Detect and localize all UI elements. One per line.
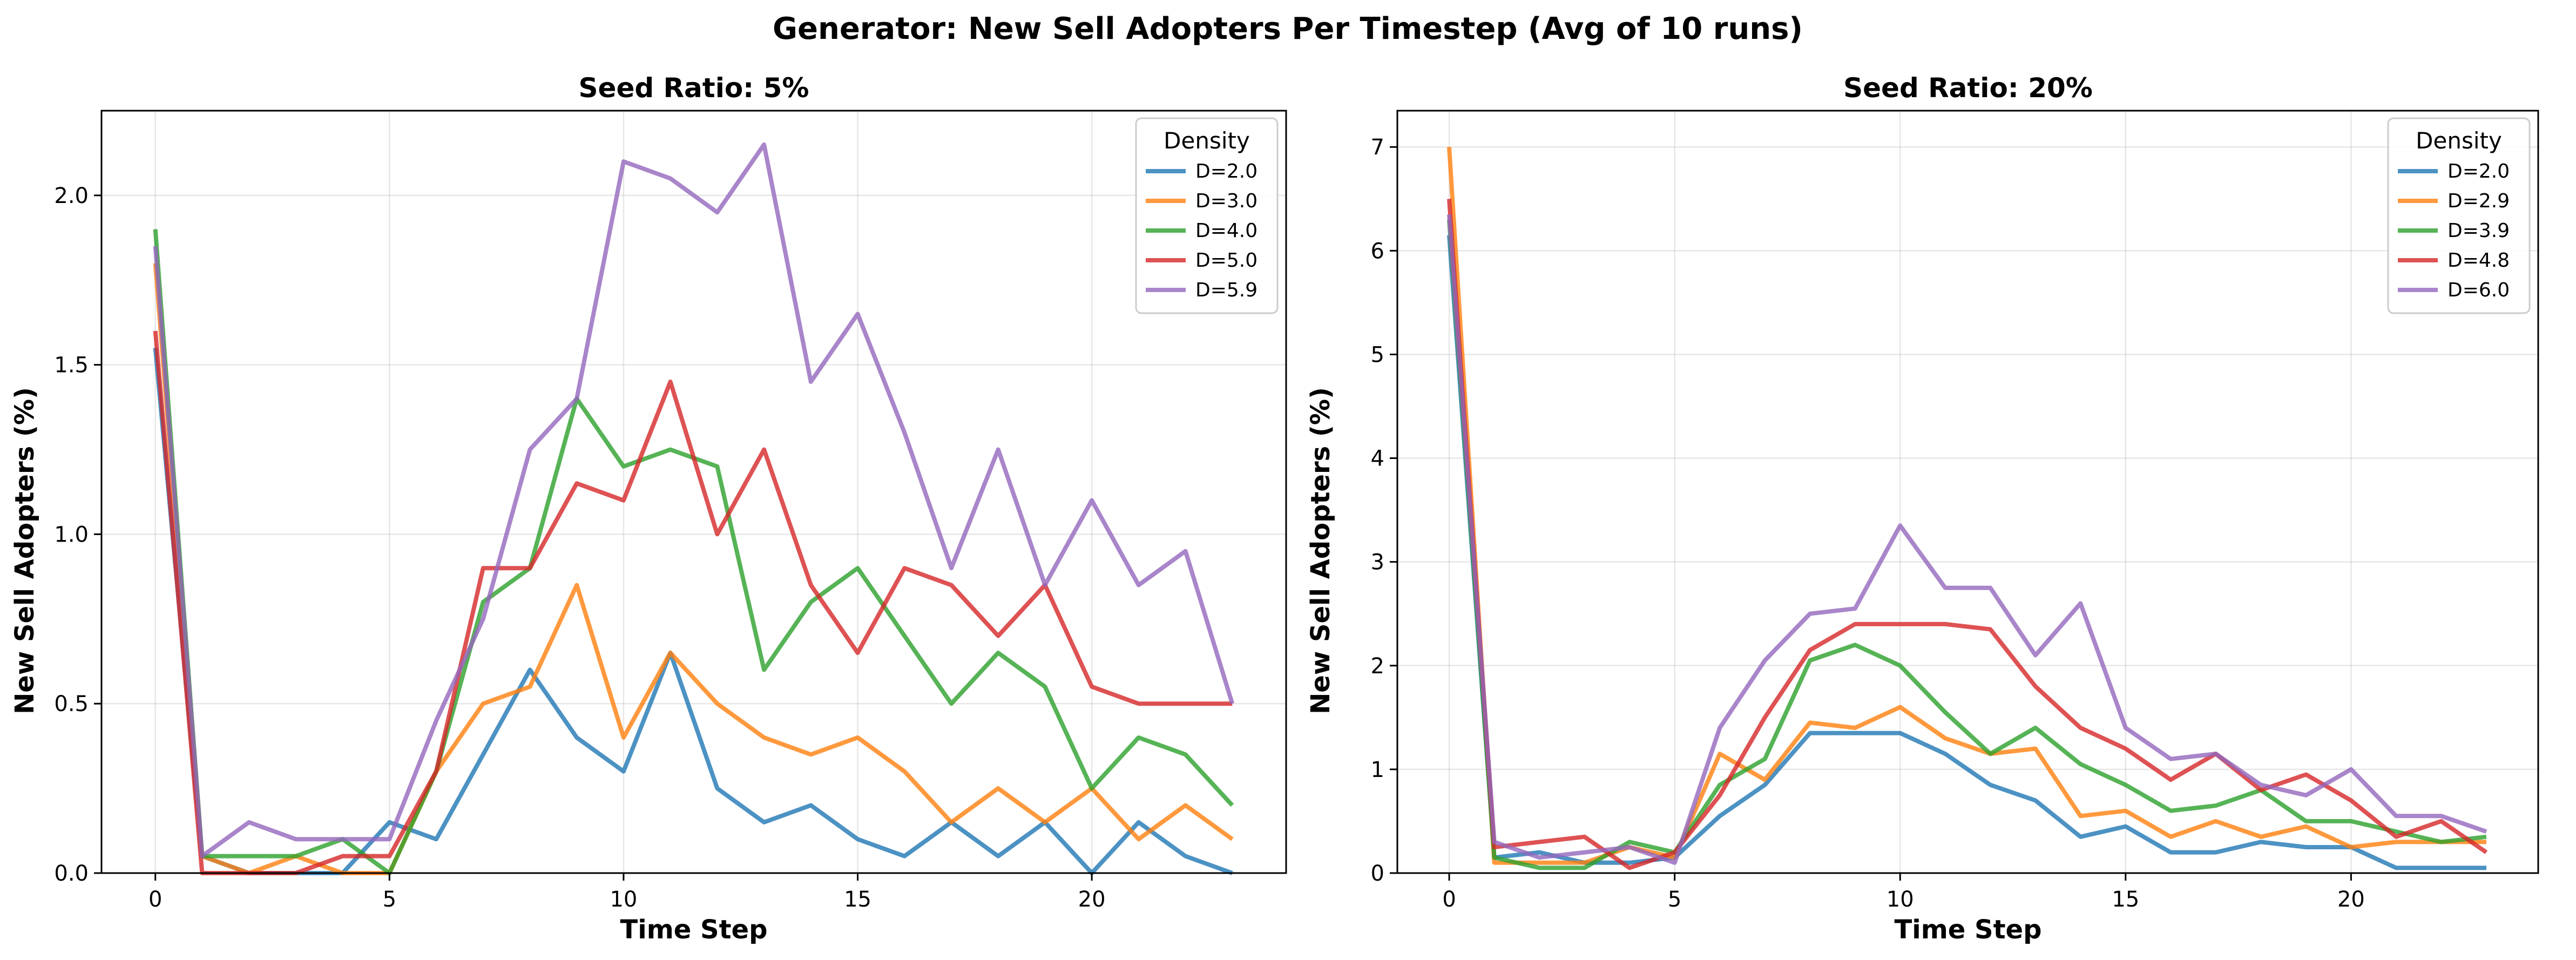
figure-title: Generator: New Sell Adopters Per Timeste… <box>773 11 1803 46</box>
legend-label: D=2.9 <box>2447 190 2510 212</box>
legend-label: D=5.9 <box>1195 279 1257 301</box>
plot-frame <box>1396 110 2539 874</box>
y-axis-label: New Sell Adopters (%) <box>1306 387 1336 714</box>
axis-ticks: 0 5 10 15 20 0 1 2 3 4 5 6 7 <box>1371 135 2365 912</box>
legend-label: D=4.8 <box>2447 249 2510 272</box>
legend-label: D=4.0 <box>1195 220 1257 242</box>
legend-label: D=6.0 <box>2447 279 2510 301</box>
series-line-5 <box>1447 214 2487 865</box>
legend-title: Density <box>1164 127 1250 154</box>
x-tick-label: 20 <box>2337 887 2365 912</box>
legend-title: Density <box>2416 127 2502 154</box>
series-line-5 <box>153 142 1235 858</box>
y-tick-label: 5 <box>1371 342 1384 367</box>
legend-label: D=3.9 <box>2447 220 2510 242</box>
x-tick-label: 0 <box>1442 887 1456 912</box>
y-tick-label: 1.5 <box>54 353 89 378</box>
y-tick-label: 6 <box>1371 239 1384 263</box>
chart-title: Seed Ratio: 5% <box>579 72 809 104</box>
y-tick-label: 7 <box>1371 135 1384 160</box>
x-tick-label: 10 <box>610 887 637 912</box>
legend-box <box>2387 117 2531 314</box>
x-tick-label: 0 <box>148 887 162 912</box>
legend-box <box>1135 117 1279 314</box>
x-axis-label: Time Step <box>620 915 768 945</box>
legend-label: D=2.0 <box>2447 160 2510 182</box>
x-tick-label: 15 <box>2112 887 2139 912</box>
series-lines <box>153 142 1235 875</box>
x-axis-label: Time Step <box>1895 915 2042 945</box>
legend-label: D=2.0 <box>1195 160 1257 182</box>
gridlines <box>102 111 1286 874</box>
y-tick-label: 2 <box>1371 654 1384 679</box>
series-line-4 <box>1447 199 2488 870</box>
y-tick-label: 0 <box>1371 861 1384 886</box>
y-tick-label: 1.0 <box>54 522 89 547</box>
chart-title: Seed Ratio: 20% <box>1843 72 2093 104</box>
y-axis-label: New Sell Adopters (%) <box>10 387 40 714</box>
legend: Density D=2.0 D=3.0 D=4.0 D=5.0 D=5.9 <box>1135 117 1279 314</box>
series-line-2 <box>153 263 1234 875</box>
series-lines <box>1447 146 2488 870</box>
x-tick-label: 5 <box>1668 887 1681 912</box>
legend: Density D=2.0 D=2.9 D=3.9 D=4.8 D=6.0 <box>2387 117 2531 314</box>
plot-frame <box>100 110 1287 874</box>
x-tick-label: 5 <box>383 887 396 912</box>
axis-ticks: 0 5 10 15 20 0.0 0.5 1.0 1.5 2.0 <box>54 184 1105 912</box>
x-tick-label: 20 <box>1078 887 1106 912</box>
y-tick-label: 3 <box>1371 550 1384 575</box>
y-tick-label: 1 <box>1371 758 1384 782</box>
gridlines <box>1397 111 2538 874</box>
y-tick-label: 4 <box>1371 447 1384 471</box>
chart-panel-seed-5: Seed Ratio: 5% Time Step New Sell Adopte… <box>10 72 1287 945</box>
x-tick-label: 10 <box>1887 887 1914 912</box>
legend-label: D=3.0 <box>1195 190 1257 212</box>
chart-panel-seed-20: Seed Ratio: 20% Time Step New Sell Adopt… <box>1306 72 2539 945</box>
legend-label: D=5.0 <box>1195 249 1257 272</box>
series-line-4 <box>153 330 1233 875</box>
x-tick-label: 15 <box>844 887 871 912</box>
y-tick-label: 0.0 <box>54 861 89 886</box>
y-tick-label: 2.0 <box>54 184 89 208</box>
y-tick-label: 0.5 <box>54 692 89 716</box>
